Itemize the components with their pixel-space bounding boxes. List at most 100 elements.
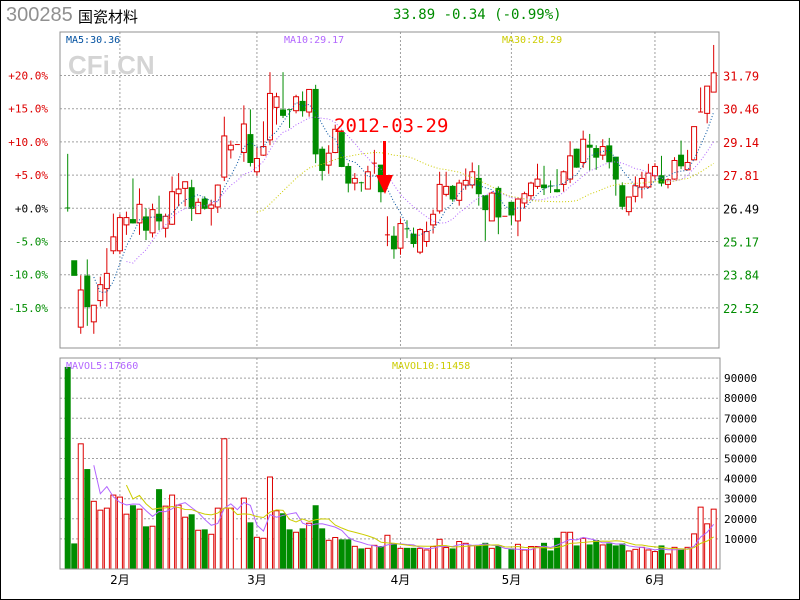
candle [260, 121, 267, 156]
price-tick-label: 26.49 [723, 202, 759, 216]
grid [60, 32, 720, 569]
price-panel [59, 31, 720, 349]
candle [143, 208, 149, 241]
volume-bar [188, 514, 195, 570]
volume-bar [567, 531, 574, 570]
volume-bar [364, 547, 371, 570]
candle [404, 220, 410, 239]
volume-bar [449, 548, 456, 570]
candle [704, 85, 711, 124]
volume-bar [697, 506, 704, 570]
candle [273, 92, 280, 125]
candle [195, 198, 202, 215]
volume-bar [77, 443, 84, 570]
volume-bar [253, 536, 260, 570]
annotation-date: 2012-03-29 [334, 115, 448, 137]
candle [612, 156, 619, 196]
candles [65, 44, 717, 334]
candle [417, 228, 424, 255]
volume-bar [410, 547, 417, 570]
candle-body [710, 72, 717, 93]
candle-body [678, 154, 685, 167]
candle-body [527, 182, 534, 197]
volume-bar [554, 537, 561, 570]
volume-bar [606, 543, 613, 570]
price-quote: 33.89 -0.34 (-0.99%) [393, 7, 562, 23]
candle-body [586, 144, 593, 148]
volume-bar [638, 546, 645, 570]
candle [443, 171, 450, 197]
month-label: 3月 [247, 573, 267, 587]
candle [103, 248, 110, 307]
candle [508, 201, 515, 225]
candle [116, 214, 123, 255]
volume-tick-label: 50000 [724, 453, 757, 466]
candle [580, 130, 587, 168]
mavol10-label: MAVOL10:11458 [392, 361, 470, 372]
volume-tick-label: 60000 [724, 432, 757, 445]
candle-body [240, 123, 247, 154]
volume-bar [306, 522, 313, 570]
candle [71, 260, 78, 276]
volume-tick-label: 20000 [724, 513, 757, 526]
candle-body [273, 96, 280, 108]
candle [410, 227, 417, 248]
volume-bar [612, 545, 619, 570]
candle-body [397, 223, 404, 249]
candle [560, 170, 567, 192]
candle [619, 182, 626, 210]
candle-body [554, 189, 561, 193]
candle [351, 173, 358, 191]
candle [169, 176, 176, 225]
candle [188, 179, 195, 221]
candle [221, 116, 228, 182]
volume-bar [195, 529, 202, 570]
candle [632, 176, 639, 203]
candle-body [443, 185, 450, 195]
volume-bar [547, 550, 554, 570]
candle-body [436, 183, 443, 212]
volume-bar [221, 438, 228, 570]
candle-body [619, 185, 626, 207]
candle [514, 198, 521, 237]
volume-bar [573, 545, 580, 570]
candle [136, 188, 143, 235]
volume-bar [110, 494, 117, 570]
candle-body [201, 198, 208, 209]
volume-bar [214, 507, 221, 570]
volume-bar [521, 549, 528, 570]
volume-bar [84, 469, 91, 570]
volume-tick-label: 70000 [724, 412, 757, 425]
candle [364, 165, 371, 190]
volume-tick-label: 30000 [724, 493, 757, 506]
candle [593, 145, 600, 170]
candle [129, 178, 136, 224]
candle-body [110, 236, 117, 252]
volume-bar [469, 545, 476, 570]
volume-bar [71, 543, 78, 570]
candle-body [227, 144, 234, 151]
volume-bar [208, 533, 215, 570]
candle-body [325, 152, 332, 166]
candle [384, 216, 390, 247]
candle [266, 72, 273, 146]
volume-bar [377, 546, 384, 570]
volume-bar [345, 539, 352, 570]
candle [149, 203, 156, 238]
candle [586, 133, 593, 171]
candle [299, 91, 306, 117]
candle-body [390, 235, 397, 250]
candle-body [103, 272, 110, 290]
month-label: 2月 [110, 573, 130, 587]
candle-body [260, 146, 267, 156]
candle-body [136, 203, 143, 224]
candle-body [625, 196, 632, 213]
candle-body [632, 185, 639, 197]
candle [691, 126, 698, 161]
candle-body [351, 177, 358, 184]
candle-body [345, 165, 352, 184]
candle [338, 129, 345, 168]
volume-bar [404, 547, 410, 570]
candle-body [195, 201, 202, 215]
